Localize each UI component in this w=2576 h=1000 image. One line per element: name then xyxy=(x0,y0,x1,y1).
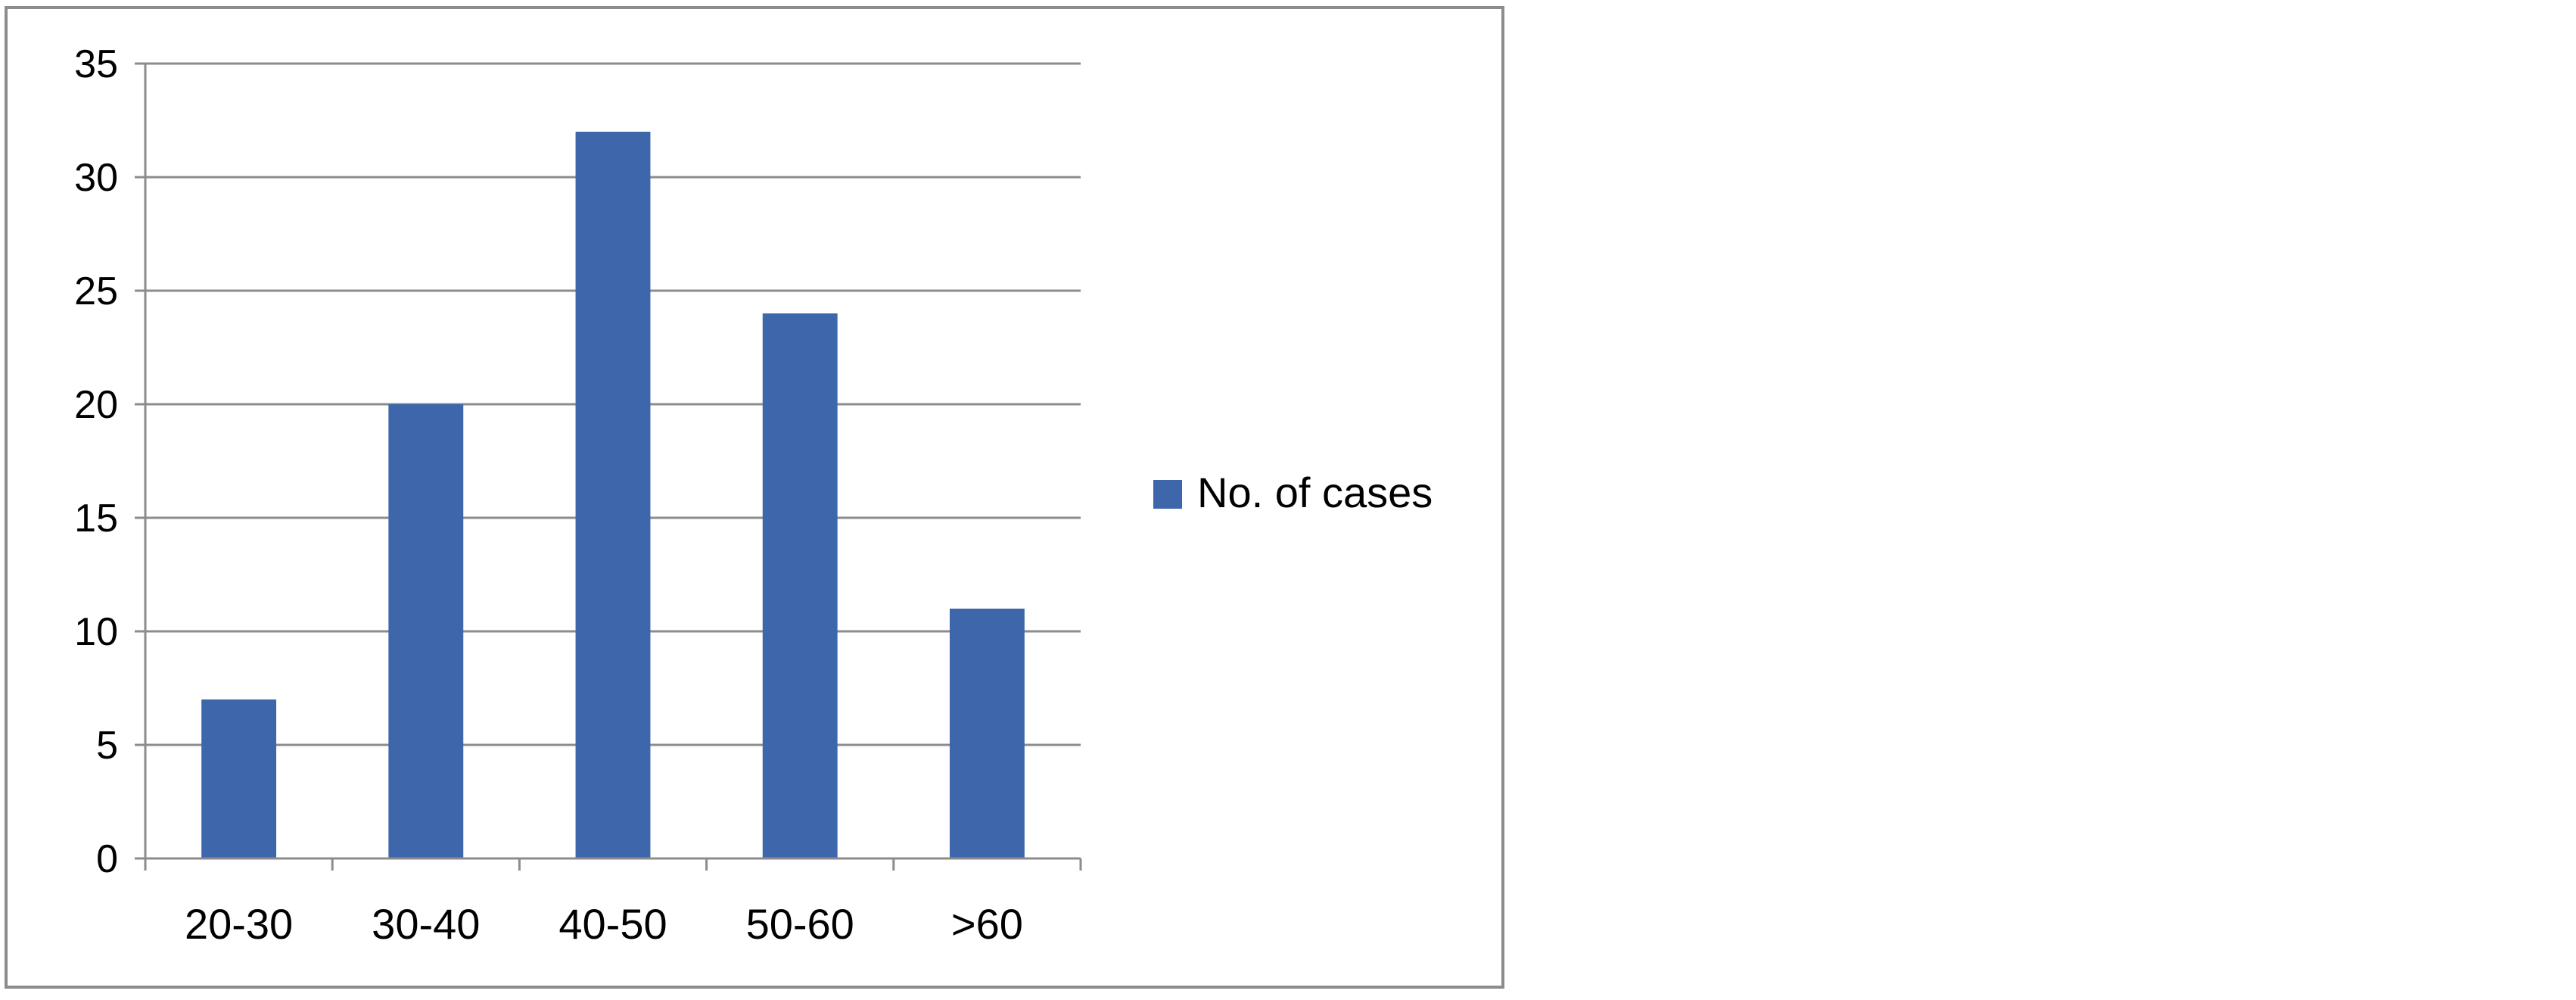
x-tick-label: 50-60 xyxy=(746,900,854,948)
bar xyxy=(762,313,838,858)
x-tick-label: >60 xyxy=(951,900,1023,948)
legend-swatch xyxy=(1153,480,1182,509)
y-tick-label: 0 xyxy=(96,837,118,881)
tick-labels: 0 5 10 15 20 25 30 35 20-30 30-40 40-50 50-60 >60 xyxy=(74,42,1023,948)
y-tick-label: 20 xyxy=(74,383,118,427)
x-tick-label: 30-40 xyxy=(372,900,480,948)
bar xyxy=(201,699,277,858)
bar xyxy=(575,132,651,858)
y-tick-label: 30 xyxy=(74,156,118,200)
legend-label: No. of cases xyxy=(1197,469,1433,516)
legend: No. of cases xyxy=(1153,469,1433,516)
bars xyxy=(201,132,1025,858)
x-tick-label: 20-30 xyxy=(185,900,293,948)
y-tick-label: 5 xyxy=(96,724,118,768)
axes xyxy=(135,62,1082,871)
x-tick-label: 40-50 xyxy=(558,900,667,948)
y-tick-label: 35 xyxy=(74,42,118,86)
bar xyxy=(388,404,464,858)
y-tick-label: 10 xyxy=(74,610,118,654)
bar xyxy=(949,609,1025,858)
y-tick-label: 15 xyxy=(74,497,118,540)
y-tick-label: 25 xyxy=(74,269,118,313)
